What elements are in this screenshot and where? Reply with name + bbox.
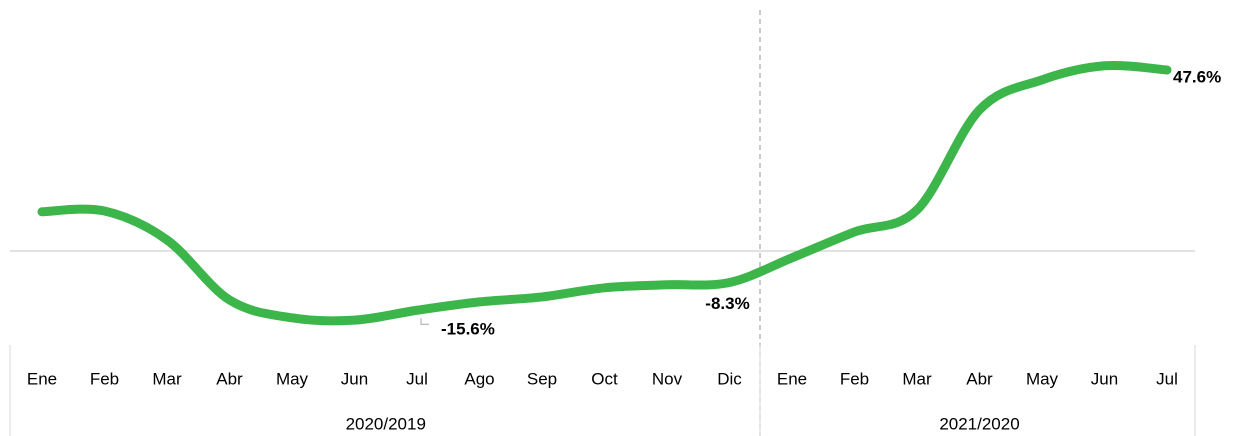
x-tick-label: May: [1026, 369, 1059, 388]
x-tick-label: Ene: [777, 369, 807, 388]
x-tick-label: Feb: [840, 369, 869, 388]
x-tick-label: Jul: [1156, 369, 1178, 388]
x-tick-label: Jun: [341, 369, 368, 388]
x-tick-label: Oct: [591, 369, 618, 388]
x-tick-label: Nov: [652, 369, 683, 388]
x-tick-label: Mar: [902, 369, 932, 388]
group-label: 2020/2019: [346, 414, 426, 433]
data-label: 47.6%: [1173, 67, 1221, 86]
x-tick-label: Jun: [1091, 369, 1118, 388]
x-tick-label: Dic: [717, 369, 742, 388]
x-tick-label: May: [276, 369, 309, 388]
series-line: [37, 60, 1172, 326]
x-tick-label: Ene: [27, 369, 57, 388]
label-leader: [420, 318, 429, 325]
x-tick-label: Jul: [406, 369, 428, 388]
x-tick-label: Ago: [464, 369, 494, 388]
x-tick-label: Abr: [966, 369, 993, 388]
x-tick-label: Feb: [90, 369, 119, 388]
x-tick-label: Mar: [152, 369, 182, 388]
data-label: -15.6%: [441, 320, 495, 339]
x-tick-label: Abr: [216, 369, 243, 388]
data-label: -8.3%: [705, 294, 749, 313]
x-tick-label: Sep: [527, 369, 557, 388]
group-label: 2021/2020: [939, 414, 1019, 433]
